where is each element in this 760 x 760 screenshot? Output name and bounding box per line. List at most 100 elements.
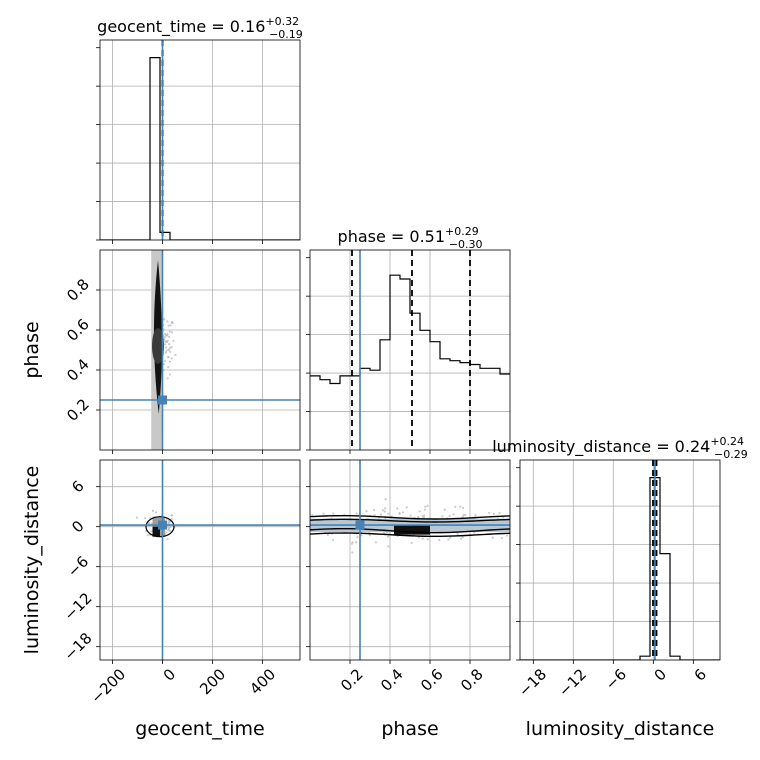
sample-point [452,513,455,516]
sample-point [164,346,168,349]
y-tick-label: 0.2 [63,395,93,425]
sample-point [167,528,170,531]
sample-point [167,526,170,529]
sample-point [163,360,167,363]
sample-point [166,332,169,335]
y-axis-label-phase: phase [21,321,43,378]
sample-point [164,332,167,336]
density-core [152,526,160,537]
sample-point [172,339,175,342]
sample-point [410,541,413,545]
sample-point [384,498,387,501]
sample-point [398,512,401,515]
sample-point [166,377,169,380]
density-contour [145,516,175,538]
sample-point [170,514,173,517]
sample-point [169,324,172,327]
sample-point [448,514,451,518]
sample-point [460,537,463,540]
sample-point [144,517,147,520]
sample-point [167,366,170,369]
sample-point [150,522,153,525]
panel-luminosity-distance-vs-geocent-time [96,459,301,664]
title-geocent-time: geocent_time = 0.16+0.32 −0.19 [97,15,303,41]
sample-point [166,538,169,541]
sample-point [461,515,464,518]
sample-point [462,514,465,517]
y-tick-label: −18 [60,629,95,664]
sample-point [174,353,177,357]
sample-point [163,343,167,346]
sample-point [372,508,376,512]
sample-point [459,505,462,508]
sample-point [170,357,173,360]
sample-point [449,536,452,539]
sample-point [387,545,390,548]
sample-point [379,513,383,516]
sample-point [505,534,508,537]
y-axis-label-luminosity-distance: luminosity_distance [21,466,43,655]
x-axis-label-luminosity-distance: luminosity_distance [526,718,715,740]
sample-point [461,535,464,539]
sample-point [360,534,363,537]
sample-point [165,531,168,534]
sample-point [169,529,172,533]
sample-point [474,513,477,517]
panel-background [100,40,300,240]
sample-point [423,508,427,511]
density-contour [310,518,510,523]
y-tick-label: 6 [68,477,87,496]
y-tick-label: −12 [60,589,95,624]
sample-point [464,513,467,517]
sample-point [418,510,421,513]
sample-point [498,511,501,514]
sample-point [438,539,441,542]
sample-point [447,538,450,541]
sample-point [350,542,354,545]
sample-point [374,541,377,544]
sample-point [492,512,496,516]
truth-marker [355,520,365,530]
sample-point [170,320,174,324]
title-phase: phase = 0.51+0.29 −0.30 [338,225,483,251]
sample-point [164,351,167,354]
panel-geocent-time-vs-geocent-time [96,39,301,244]
sample-point [381,509,385,512]
y-tick-label: 0 [68,517,87,536]
x-tick-label: 0.2 [337,665,367,695]
sample-point [168,335,171,338]
y-tick-label: 0.6 [63,315,93,345]
sample-point [154,511,158,514]
sample-point [513,527,515,529]
x-tick-label: −6 [602,665,630,693]
sample-point [170,517,173,521]
sample-point [322,512,325,515]
panel-border [309,249,511,451]
sample-point [421,537,424,540]
truth-marker [158,520,167,530]
sample-point [488,511,491,515]
sample-point [311,514,314,517]
truth-marker [158,395,167,405]
panel-border [309,459,511,661]
sample-point [356,536,359,539]
x-tick-label: 0 [651,665,670,684]
sample-point [168,360,172,363]
sample-point [168,330,171,333]
x-tick-label: 0 [160,665,179,684]
density-contour [310,532,510,538]
sample-point [441,515,444,518]
sample-point [331,538,335,541]
sample-point [332,512,335,515]
sample-point [326,533,329,537]
x-tick-label: 6 [691,665,710,684]
density-contour [310,527,510,534]
sample-point [443,508,446,511]
sample-point [351,551,354,554]
x-tick-label: −12 [555,665,590,700]
sample-point [405,506,408,509]
sample-point [386,535,390,538]
sample-point [384,507,387,510]
sample-point [396,507,399,510]
x-tick-label: 0.6 [417,665,447,695]
